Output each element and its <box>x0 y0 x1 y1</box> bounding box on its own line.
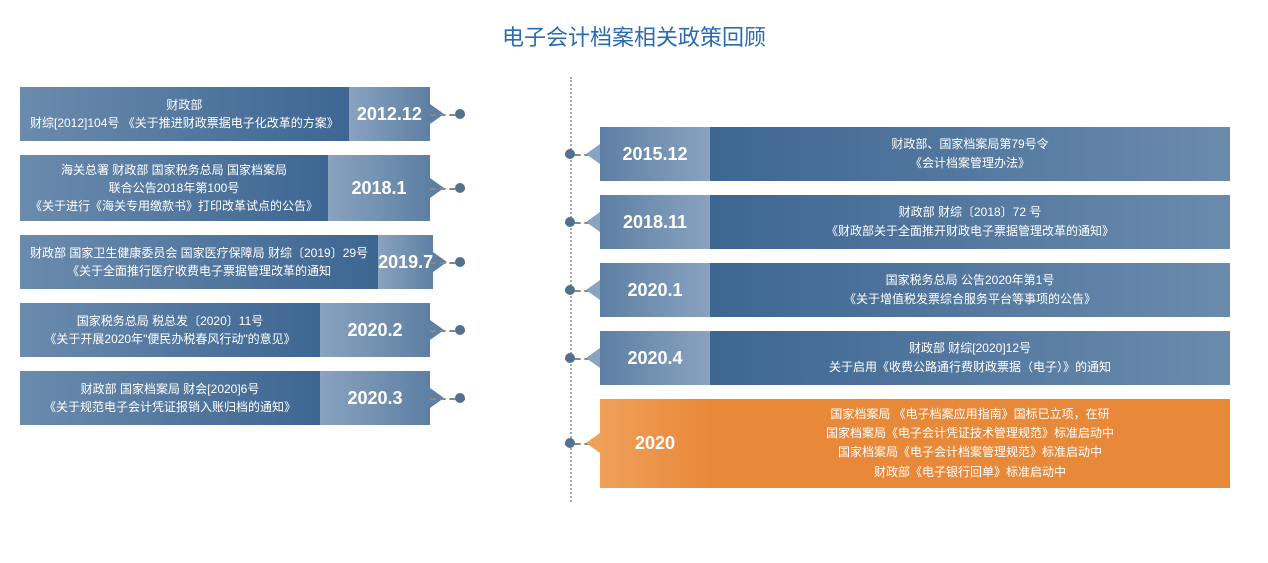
date-badge: 2019.7 <box>378 235 433 289</box>
connector <box>430 371 460 425</box>
item-content: 财政部 国家档案局 财会[2020]6号《关于规范电子会计凭证报销入账归档的通知… <box>20 371 320 425</box>
item-content: 国家税务总局 公告2020年第1号《关于增值税发票综合服务平台等事项的公告》 <box>710 263 1230 317</box>
item-content: 财政部 财综〔2018〕72 号《财政部关于全面推开财政电子票据管理改革的通知》 <box>710 195 1230 249</box>
timeline-dot <box>455 257 465 267</box>
content-line: 海关总署 财政部 国家税务总局 国家档案局 <box>61 161 287 179</box>
content-line: 财政部 财综〔2018〕72 号 <box>899 203 1042 222</box>
timeline-item-right: 2020.1 国家税务总局 公告2020年第1号《关于增值税发票综合服务平台等事项… <box>570 263 1248 317</box>
timeline-item-left: 国家税务总局 税总发〔2020〕11号《关于开展2020年"便民办税春风行动"的… <box>20 303 570 357</box>
content-line: 财政部《电子银行回单》标准启动中 <box>874 463 1066 482</box>
content-line: 财政部 国家档案局 财会[2020]6号 <box>81 380 260 398</box>
content-line: 国家档案局 《电子档案应用指南》国标已立项，在研 <box>830 405 1109 424</box>
date-badge: 2020.2 <box>320 303 430 357</box>
content-line: 财政部 财综[2020]12号 <box>909 339 1031 358</box>
item-content: 国家税务总局 税总发〔2020〕11号《关于开展2020年"便民办税春风行动"的… <box>20 303 320 357</box>
date-badge: 2020.3 <box>320 371 430 425</box>
page-title: 电子会计档案相关政策回顾 <box>20 20 1248 52</box>
item-content: 财政部 国家卫生健康委员会 国家医疗保障局 财综〔2019〕29号《关于全面推行… <box>20 235 378 289</box>
timeline-dot <box>565 438 575 448</box>
content-line: 财政部 <box>166 96 202 114</box>
content-line: 国家档案局《电子会计凭证技术管理规范》标准启动中 <box>826 424 1114 443</box>
date-text: 2020 <box>635 433 675 454</box>
timeline-item-right: 2020 国家档案局 《电子档案应用指南》国标已立项，在研国家档案局《电子会计凭证… <box>570 399 1248 488</box>
timeline-item-left: 财政部 国家卫生健康委员会 国家医疗保障局 财综〔2019〕29号《关于全面推行… <box>20 235 570 289</box>
date-badge: 2020.4 <box>600 331 710 385</box>
date-text: 2015.12 <box>622 144 687 165</box>
right-column: 2015.12 财政部、国家档案局第79号令《会计档案管理办法》 2018.11 财政… <box>570 127 1248 502</box>
item-content: 财政部财综[2012]104号 《关于推进财政票据电子化改革的方案》 <box>20 87 349 141</box>
content-line: 《关于进行《海关专用缴款书》打印改革试点的公告》 <box>30 197 318 215</box>
item-content: 财政部 财综[2020]12号关于启用《收费公路通行费财政票据（电子）》的通知 <box>710 331 1230 385</box>
content-line: 国家税务总局 税总发〔2020〕11号 <box>77 312 264 330</box>
timeline-item-right: 2015.12 财政部、国家档案局第79号令《会计档案管理办法》 <box>570 127 1248 181</box>
timeline-item-left: 财政部财综[2012]104号 《关于推进财政票据电子化改革的方案》 2012.1… <box>20 87 570 141</box>
timeline-dot <box>565 353 575 363</box>
date-badge: 2020 <box>600 399 710 488</box>
connector <box>430 303 460 357</box>
content-line: 《关于增值税发票综合服务平台等事项的公告》 <box>844 290 1096 309</box>
content-line: 关于启用《收费公路通行费财政票据（电子）》的通知 <box>829 358 1111 377</box>
connector <box>430 87 460 141</box>
timeline-dot <box>565 217 575 227</box>
connector <box>430 235 460 289</box>
content-line: 《关于全面推行医疗收费电子票据管理改革的通知 <box>67 262 331 280</box>
item-content: 财政部、国家档案局第79号令《会计档案管理办法》 <box>710 127 1230 181</box>
content-line: 财政部、国家档案局第79号令 <box>891 135 1048 154</box>
content-line: 财政部 国家卫生健康委员会 国家医疗保障局 财综〔2019〕29号 <box>30 244 368 262</box>
timeline-item-right: 2018.11 财政部 财综〔2018〕72 号《财政部关于全面推开财政电子票据管… <box>570 195 1248 249</box>
content-line: 《财政部关于全面推开财政电子票据管理改革的通知》 <box>826 222 1114 241</box>
content-line: 《关于开展2020年"便民办税春风行动"的意见》 <box>44 330 295 348</box>
date-text: 2020.2 <box>347 320 402 341</box>
timeline-dot <box>455 393 465 403</box>
timeline-item-left: 财政部 国家档案局 财会[2020]6号《关于规范电子会计凭证报销入账归档的通知… <box>20 371 570 425</box>
date-badge: 2015.12 <box>600 127 710 181</box>
date-text: 2019.7 <box>378 252 433 273</box>
left-column: 财政部财综[2012]104号 《关于推进财政票据电子化改革的方案》 2012.1… <box>20 87 570 502</box>
content-line: 财综[2012]104号 《关于推进财政票据电子化改革的方案》 <box>30 114 339 132</box>
timeline-dot <box>565 149 575 159</box>
timeline-item-left: 海关总署 财政部 国家税务总局 国家档案局联合公告2018年第100号《关于进行… <box>20 155 570 221</box>
timeline: 财政部财综[2012]104号 《关于推进财政票据电子化改革的方案》 2012.1… <box>20 77 1248 502</box>
date-text: 2018.11 <box>623 212 687 233</box>
item-content: 国家档案局 《电子档案应用指南》国标已立项，在研国家档案局《电子会计凭证技术管理… <box>710 399 1230 488</box>
content-line: 《会计档案管理办法》 <box>910 154 1030 173</box>
content-line: 《关于规范电子会计凭证报销入账归档的通知》 <box>44 398 296 416</box>
connector <box>430 155 460 221</box>
timeline-container: 电子会计档案相关政策回顾 财政部财综[2012]104号 《关于推进财政票据电子… <box>20 20 1248 502</box>
content-line: 联合公告2018年第100号 <box>109 179 240 197</box>
timeline-dot <box>455 325 465 335</box>
date-text: 2020.4 <box>627 348 682 369</box>
date-badge: 2012.12 <box>349 87 430 141</box>
date-text: 2018.1 <box>351 178 406 199</box>
date-text: 2020.1 <box>627 280 682 301</box>
timeline-dot <box>565 285 575 295</box>
date-badge: 2018.11 <box>600 195 710 249</box>
content-line: 国家档案局《电子会计档案管理规范》标准启动中 <box>838 443 1102 462</box>
date-badge: 2020.1 <box>600 263 710 317</box>
date-text: 2012.12 <box>357 104 422 125</box>
timeline-dot <box>455 109 465 119</box>
content-line: 国家税务总局 公告2020年第1号 <box>886 271 1055 290</box>
item-content: 海关总署 财政部 国家税务总局 国家档案局联合公告2018年第100号《关于进行… <box>20 155 328 221</box>
timeline-item-right: 2020.4 财政部 财综[2020]12号关于启用《收费公路通行费财政票据（电子… <box>570 331 1248 385</box>
date-badge: 2018.1 <box>328 155 430 221</box>
timeline-dot <box>455 183 465 193</box>
date-text: 2020.3 <box>347 388 402 409</box>
